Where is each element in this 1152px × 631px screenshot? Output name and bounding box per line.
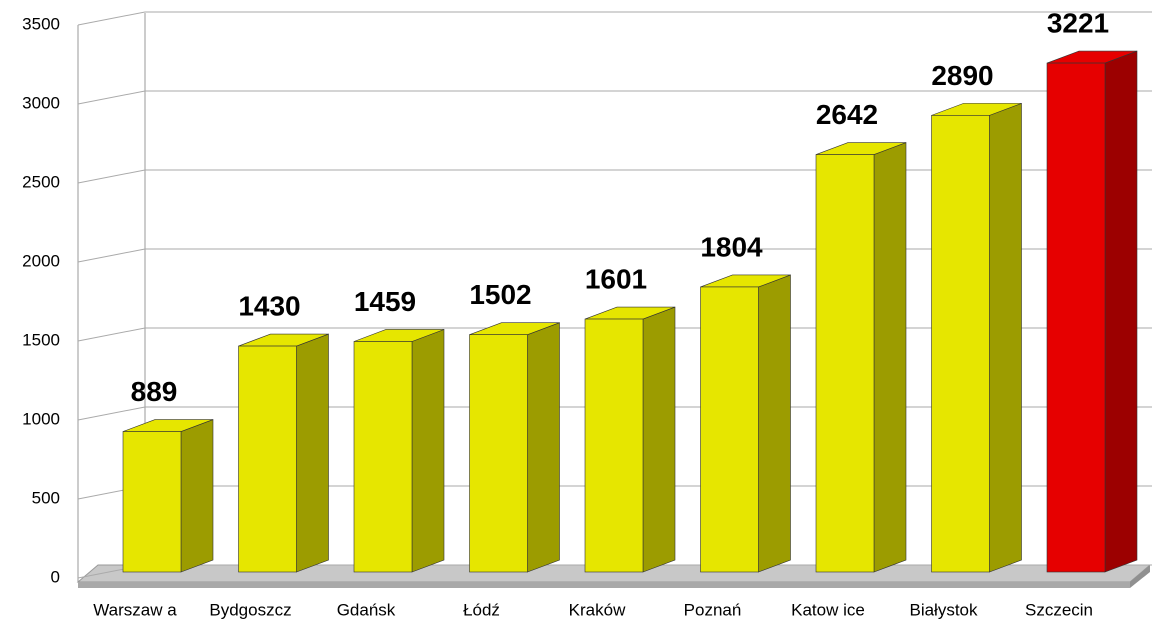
value-label: 1459 <box>354 286 416 317</box>
bar <box>122 431 182 573</box>
y-tick-label: 500 <box>32 488 60 507</box>
value-label: 889 <box>131 376 178 407</box>
y-tick-label: 3000 <box>22 93 60 112</box>
value-label: 1601 <box>585 263 647 294</box>
y-tick-label: 0 <box>51 567 60 586</box>
y-tick-label: 1000 <box>22 409 60 428</box>
y-tick-label: 3500 <box>22 14 60 33</box>
bar <box>1046 62 1106 573</box>
x-tick-label: Kraków <box>569 600 626 619</box>
y-tick-label: 2000 <box>22 251 60 270</box>
value-label: 3221 <box>1047 7 1109 38</box>
value-label: 1430 <box>238 290 300 321</box>
x-tick-label: Szczecin <box>1025 600 1093 619</box>
y-tick-label: 1500 <box>22 330 60 349</box>
x-tick-label: Bydgoszcz <box>209 600 291 619</box>
value-label: 1502 <box>469 279 531 310</box>
value-label: 2890 <box>931 60 993 91</box>
x-tick-label: Katow ice <box>791 600 865 619</box>
bar-side <box>180 419 214 573</box>
floor-edge <box>1130 565 1150 588</box>
x-tick-label: Białystok <box>909 600 978 619</box>
bar-side <box>1104 50 1138 573</box>
x-tick-label: Gdańsk <box>337 600 396 619</box>
grid-line <box>77 90 1152 105</box>
x-tick-label: Warszaw a <box>93 600 177 619</box>
x-tick-label: Poznań <box>684 600 742 619</box>
bar-side <box>873 142 907 573</box>
bar-side <box>527 322 560 573</box>
y-tick-label: 2500 <box>22 172 60 191</box>
bar <box>815 154 875 573</box>
bar <box>584 318 644 573</box>
value-label: 1804 <box>700 231 763 262</box>
floor-front <box>78 582 1130 588</box>
bar <box>353 341 413 573</box>
bar-side <box>989 102 1022 573</box>
x-tick-label: Łódź <box>463 600 500 619</box>
bar <box>469 334 528 573</box>
bar <box>238 345 297 573</box>
grid-line <box>77 11 1152 26</box>
bar <box>700 286 759 573</box>
bar <box>931 115 990 573</box>
bar-side <box>758 274 791 573</box>
bar-side <box>411 329 445 573</box>
value-label: 2642 <box>816 99 878 130</box>
bar-side <box>296 333 329 573</box>
bar-side <box>642 306 676 573</box>
